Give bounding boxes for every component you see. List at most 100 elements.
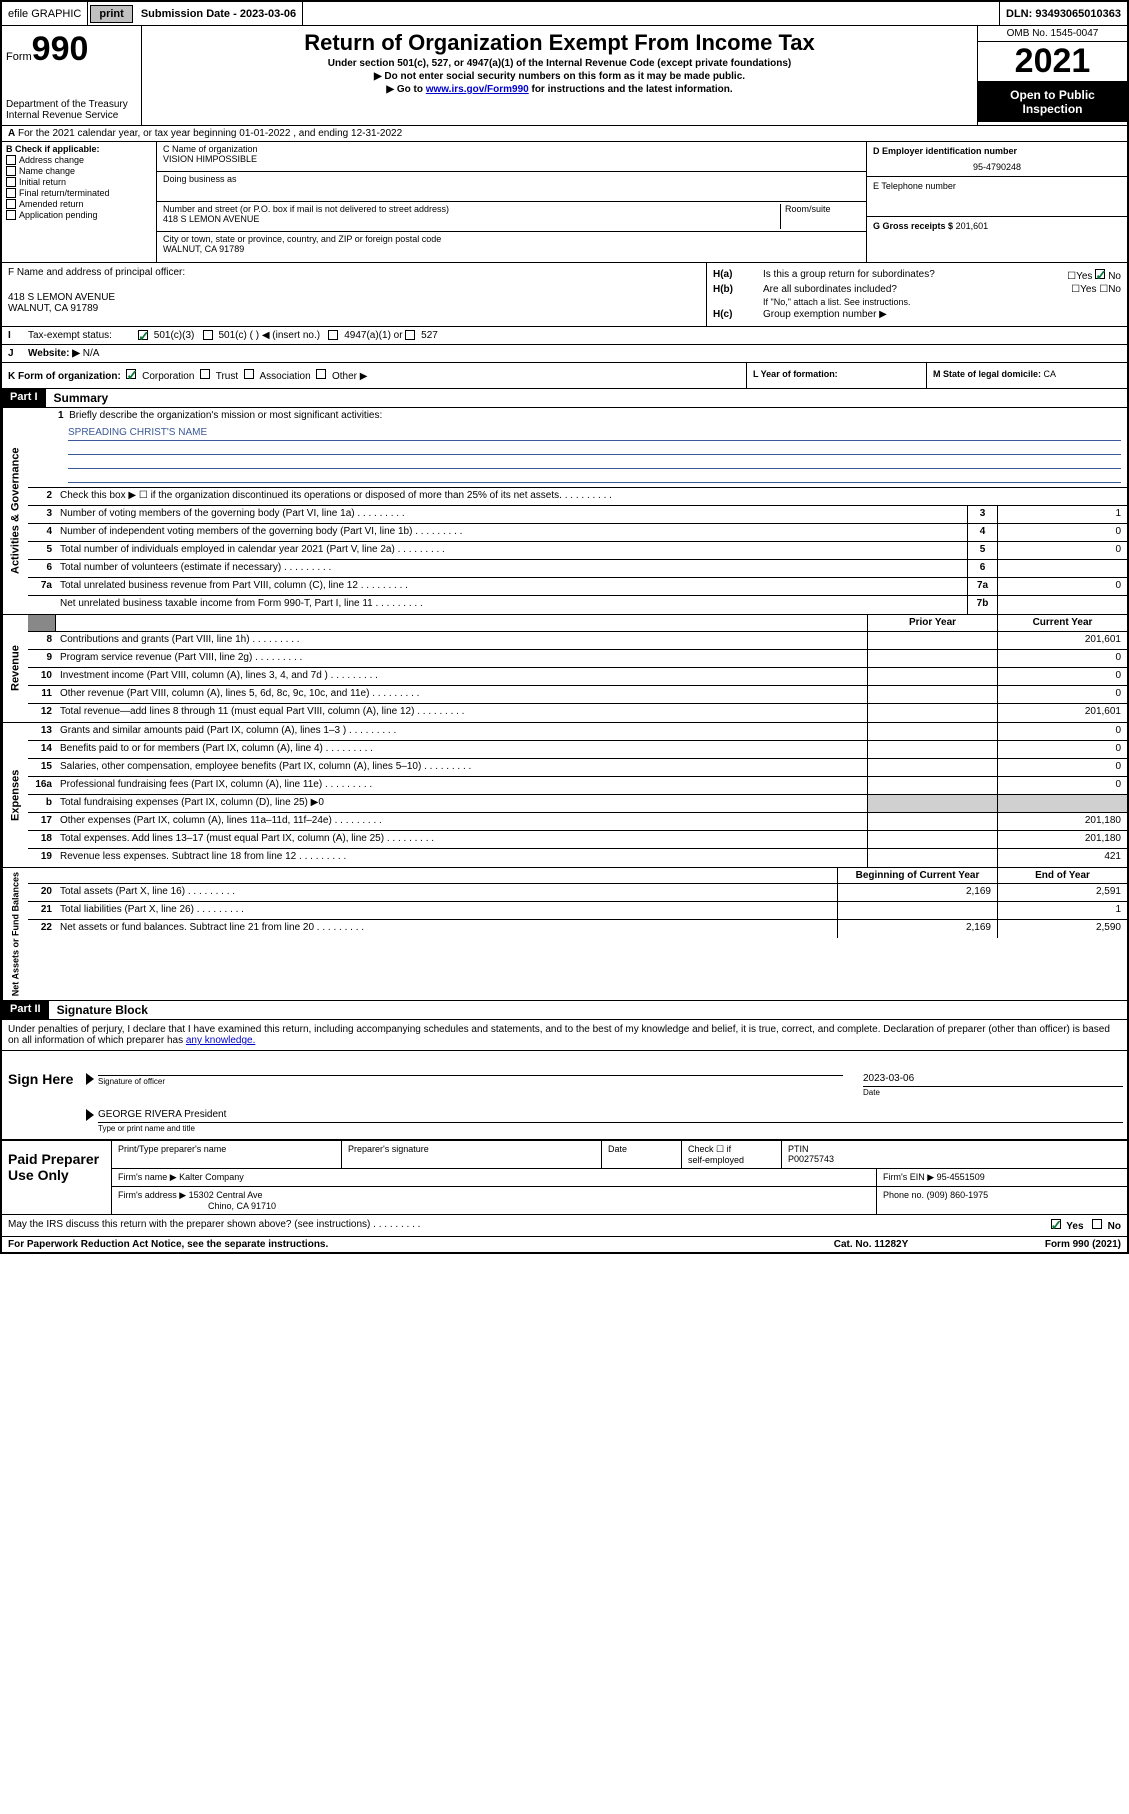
line-text: Total number of individuals employed in … bbox=[56, 542, 967, 559]
vlabel-governance: Activities & Governance bbox=[2, 408, 28, 614]
line-num: 7a bbox=[28, 578, 56, 595]
room-label: Room/suite bbox=[780, 204, 860, 229]
chk-501c3[interactable] bbox=[138, 330, 148, 340]
name-label: Type or print name and title bbox=[98, 1122, 1123, 1133]
b-label: B Check if applicable: bbox=[6, 144, 152, 154]
checkbox-icon bbox=[6, 166, 16, 176]
checkbox-icon bbox=[6, 155, 16, 165]
m-state: M State of legal domicile: CA bbox=[927, 363, 1127, 388]
current-val: 0 bbox=[997, 741, 1127, 758]
decl-text: Under penalties of perjury, I declare th… bbox=[8, 1024, 1110, 1046]
form-sub2: ▶ Do not enter social security numbers o… bbox=[146, 71, 973, 82]
chk-address[interactable]: Address change bbox=[6, 155, 152, 165]
date-label: Date bbox=[863, 1086, 1123, 1097]
firm-phone-cell: Phone no. (909) 860-1975 bbox=[877, 1187, 1127, 1214]
sign-right: Signature of officer 2023-03-06 Date GEO… bbox=[82, 1051, 1127, 1139]
current-year-header: Current Year bbox=[997, 615, 1127, 631]
line-num: 19 bbox=[28, 849, 56, 867]
yh-spacer bbox=[56, 615, 867, 631]
chk-other[interactable] bbox=[316, 369, 326, 379]
chk-corp[interactable] bbox=[126, 369, 136, 379]
chk-final[interactable]: Final return/terminated bbox=[6, 188, 152, 198]
line-num: 5 bbox=[28, 542, 56, 559]
line-row: 19 Revenue less expenses. Subtract line … bbox=[28, 849, 1127, 867]
line-text: Investment income (Part VIII, column (A)… bbox=[56, 668, 867, 685]
line-row: 5 Total number of individuals employed i… bbox=[28, 542, 1127, 560]
chk-4947[interactable] bbox=[328, 330, 338, 340]
chk-name[interactable]: Name change bbox=[6, 166, 152, 176]
line-text: Grants and similar amounts paid (Part IX… bbox=[56, 723, 867, 740]
row-a: A For the 2021 calendar year, or tax yea… bbox=[2, 126, 1127, 142]
k-form-org: K Form of organization: Corporation Trus… bbox=[2, 363, 747, 388]
top-bar: efile GRAPHIC print Submission Date - 20… bbox=[2, 2, 1127, 26]
line-row: 14 Benefits paid to or for members (Part… bbox=[28, 741, 1127, 759]
inspection-badge: Open to Public Inspection bbox=[978, 82, 1127, 122]
org-address: 418 S LEMON AVENUE bbox=[163, 214, 780, 224]
mission-text: SPREADING CHRIST'S NAME bbox=[68, 427, 1121, 441]
prior-val bbox=[867, 650, 997, 667]
vlabel-expenses: Expenses bbox=[2, 723, 28, 867]
paid-header-row: Print/Type preparer's name Preparer's si… bbox=[112, 1141, 1127, 1169]
year-header-net: Beginning of Current Year End of Year bbox=[28, 868, 1127, 884]
prior-val: 2,169 bbox=[837, 920, 997, 938]
line-row: 2 Check this box ▶ ☐ if the organization… bbox=[28, 488, 1127, 506]
j-label: J bbox=[8, 348, 28, 359]
prior-val bbox=[837, 902, 997, 919]
line-num bbox=[28, 596, 56, 614]
city-label: City or town, state or province, country… bbox=[163, 234, 860, 244]
corner-shade bbox=[28, 615, 56, 631]
line-box: 7a bbox=[967, 578, 997, 595]
mission-label: Briefly describe the organization's miss… bbox=[69, 410, 382, 421]
chk-assoc[interactable] bbox=[244, 369, 254, 379]
line-text: Program service revenue (Part VIII, line… bbox=[56, 650, 867, 667]
omb-number: OMB No. 1545-0047 bbox=[978, 26, 1127, 42]
dept-label: Department of the Treasury bbox=[6, 99, 137, 110]
checkbox-icon bbox=[6, 199, 16, 209]
chk-501c[interactable] bbox=[203, 330, 213, 340]
line-box: 5 bbox=[967, 542, 997, 559]
decl-link[interactable]: any knowledge. bbox=[186, 1035, 256, 1046]
exp-lines: 13 Grants and similar amounts paid (Part… bbox=[28, 723, 1127, 867]
line-row: 13 Grants and similar amounts paid (Part… bbox=[28, 723, 1127, 741]
line-row: 15 Salaries, other compensation, employe… bbox=[28, 759, 1127, 777]
i-label: I bbox=[8, 330, 28, 341]
discuss-text: May the IRS discuss this return with the… bbox=[8, 1219, 1051, 1232]
line-row: 6 Total number of volunteers (estimate i… bbox=[28, 560, 1127, 578]
chk-527[interactable] bbox=[405, 330, 415, 340]
chk-discuss-yes[interactable] bbox=[1051, 1219, 1061, 1229]
c-city-row: City or town, state or province, country… bbox=[157, 232, 866, 262]
website-val: N/A bbox=[83, 348, 100, 359]
ha-yn: ☐Yes No bbox=[1011, 269, 1121, 282]
print-button[interactable]: print bbox=[90, 5, 132, 23]
line-box: 4 bbox=[967, 524, 997, 541]
mission-line4 bbox=[68, 469, 1121, 483]
current-val: 201,180 bbox=[997, 813, 1127, 830]
line-num: 9 bbox=[28, 650, 56, 667]
chk-amended[interactable]: Amended return bbox=[6, 199, 152, 209]
mission-block: SPREADING CHRIST'S NAME bbox=[28, 423, 1127, 488]
vlabel-revenue: Revenue bbox=[2, 615, 28, 722]
year-header-rev: Prior Year Current Year bbox=[28, 615, 1127, 632]
line-row: 11 Other revenue (Part VIII, column (A),… bbox=[28, 686, 1127, 704]
org-city: WALNUT, CA 91789 bbox=[163, 244, 860, 254]
line-val bbox=[997, 596, 1127, 614]
chk-discuss-no[interactable] bbox=[1092, 1219, 1102, 1229]
discuss-yn: Yes No bbox=[1051, 1219, 1122, 1232]
line-num: 8 bbox=[28, 632, 56, 649]
sig-date: 2023-03-06 bbox=[863, 1073, 1123, 1084]
mission-line3 bbox=[68, 455, 1121, 469]
line-num: 22 bbox=[28, 920, 56, 938]
irs-link[interactable]: www.irs.gov/Form990 bbox=[426, 84, 529, 95]
f-label: F Name and address of principal officer: bbox=[8, 267, 700, 278]
line-text: Total revenue—add lines 8 through 11 (mu… bbox=[56, 704, 867, 722]
line-row: 20 Total assets (Part X, line 16) 2,169 … bbox=[28, 884, 1127, 902]
chk-pending[interactable]: Application pending bbox=[6, 210, 152, 220]
d-row: D Employer identification number 95-4790… bbox=[867, 142, 1127, 177]
chk-trust[interactable] bbox=[200, 369, 210, 379]
chk-initial[interactable]: Initial return bbox=[6, 177, 152, 187]
e-row: E Telephone number bbox=[867, 177, 1127, 217]
current-val: 2,590 bbox=[997, 920, 1127, 938]
checkbox-icon bbox=[6, 188, 16, 198]
line-text: Total unrelated business revenue from Pa… bbox=[56, 578, 967, 595]
d-label: D Employer identification number bbox=[873, 146, 1121, 156]
